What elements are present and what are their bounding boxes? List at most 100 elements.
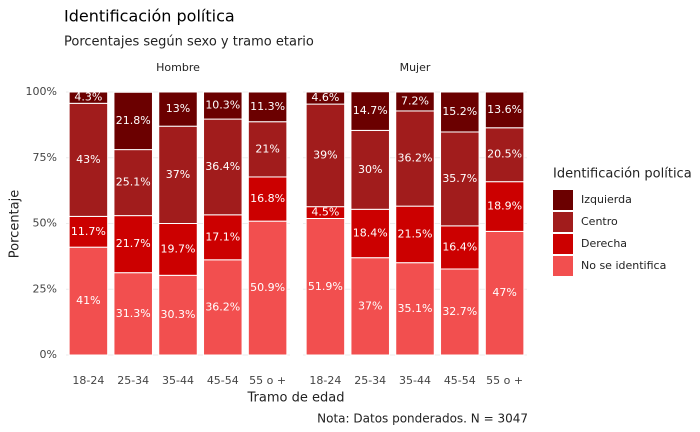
- data-label: 16.4%: [442, 240, 477, 253]
- bar-segment: [440, 268, 480, 356]
- legend-title: Identificación política: [553, 167, 692, 182]
- data-label: 11.3%: [250, 100, 285, 113]
- y-tick-label: 0%: [40, 348, 57, 361]
- data-label: 21.7%: [116, 237, 151, 250]
- data-label: 13%: [166, 102, 190, 115]
- data-label: 4.3%: [74, 91, 102, 104]
- x-tick-label: 35-44: [399, 374, 431, 387]
- data-label: 30%: [358, 163, 382, 176]
- y-tick-label: 100%: [26, 85, 57, 98]
- legend-key: [553, 212, 573, 232]
- facet-label: Hombre: [156, 61, 200, 74]
- data-label: 30.3%: [161, 308, 196, 321]
- data-label: 25.1%: [116, 176, 151, 189]
- data-label: 32.7%: [442, 305, 477, 318]
- bar-segment: [203, 214, 243, 261]
- data-label: 39%: [313, 148, 337, 161]
- x-tick-label: 18-24: [72, 374, 104, 387]
- data-label: 4.5%: [311, 206, 339, 219]
- data-label: 35.1%: [398, 302, 433, 315]
- data-label: 18.9%: [487, 200, 522, 213]
- bar-segment: [68, 246, 109, 356]
- x-tick-label: 45-54: [207, 374, 239, 387]
- legend-label: Centro: [581, 215, 618, 228]
- bar-segment: [440, 131, 480, 227]
- legend-label: Derecha: [581, 237, 627, 250]
- data-label: 19.7%: [161, 242, 196, 255]
- bar-segment: [350, 257, 390, 356]
- bar-segment: [247, 91, 288, 123]
- data-label: 36.2%: [205, 300, 240, 313]
- data-label: 11.7%: [71, 225, 106, 238]
- bar-segment: [247, 220, 288, 356]
- data-label: 37%: [166, 168, 190, 181]
- x-tick-label: 25-34: [117, 374, 149, 387]
- x-tick-label: 55 o +: [486, 374, 523, 387]
- data-label: 4.6%: [311, 91, 339, 104]
- data-label: 7.2%: [401, 94, 429, 107]
- y-tick-label: 75%: [33, 151, 57, 164]
- bar-segment: [395, 262, 435, 356]
- data-label: 47%: [492, 286, 516, 299]
- legend-key: [553, 190, 573, 210]
- x-tick-label: 25-34: [354, 374, 386, 387]
- bar-segment: [68, 215, 109, 248]
- data-label: 36.2%: [398, 152, 433, 165]
- bar-segment: [113, 149, 153, 217]
- data-label: 17.1%: [205, 230, 240, 243]
- data-label: 36.4%: [205, 160, 240, 173]
- x-tick-label: 45-54: [444, 374, 476, 387]
- y-axis-label: Porcentaje: [8, 190, 23, 258]
- data-label: 15.2%: [442, 105, 477, 118]
- bar-segment: [350, 91, 390, 131]
- bar-segment: [305, 218, 346, 356]
- legend-label: Izquierda: [581, 193, 632, 206]
- y-tick-label: 25%: [33, 282, 57, 295]
- bar-segment: [484, 230, 525, 356]
- chart-subtitle: Porcentajes según sexo y tramo etario: [64, 35, 314, 50]
- bar-segment: [203, 91, 243, 120]
- bar-segment: [203, 118, 243, 216]
- data-label: 16.8%: [250, 192, 285, 205]
- data-label: 18.4%: [353, 226, 388, 239]
- data-label: 31.3%: [116, 307, 151, 320]
- legend-key: [553, 256, 573, 276]
- bar-segment: [484, 127, 525, 183]
- data-label: 10.3%: [205, 99, 240, 112]
- bar-segment: [484, 181, 525, 232]
- y-tick-label: 50%: [33, 217, 57, 230]
- bar-segment: [68, 91, 109, 104]
- bar-segment: [158, 223, 198, 276]
- x-tick-label: 55 o +: [249, 374, 286, 387]
- bar-segment: [484, 91, 525, 129]
- legend-key: [553, 234, 573, 254]
- data-label: 50.9%: [250, 281, 285, 294]
- bar-segment: [350, 129, 390, 210]
- bar-segment: [440, 225, 480, 270]
- data-label: 21%: [255, 142, 279, 155]
- bar-segment: [158, 91, 198, 127]
- x-axis-label: Tramo de edad: [247, 391, 345, 406]
- bar-segment: [113, 91, 153, 151]
- bar-segment: [158, 274, 198, 356]
- bar-segment: [247, 121, 288, 178]
- x-tick-label: 18-24: [309, 374, 341, 387]
- bar-segment: [113, 215, 153, 274]
- chart-title: Identificación política: [64, 7, 235, 26]
- data-label: 13.6%: [487, 103, 522, 116]
- data-label: 21.5%: [398, 227, 433, 240]
- data-label: 35.7%: [442, 172, 477, 185]
- data-label: 51.9%: [308, 280, 343, 293]
- bar-segment: [305, 103, 346, 208]
- bar-segment: [440, 91, 480, 133]
- bar-segment: [395, 91, 435, 112]
- data-label: 37%: [358, 299, 382, 312]
- bar-segment: [305, 91, 346, 105]
- bar-segment: [203, 259, 243, 356]
- bar-segment: [247, 176, 288, 222]
- data-label: 21.8%: [116, 114, 151, 127]
- data-label: 41%: [76, 294, 100, 307]
- data-label: 43%: [76, 153, 100, 166]
- legend-label: No se identifica: [581, 259, 666, 272]
